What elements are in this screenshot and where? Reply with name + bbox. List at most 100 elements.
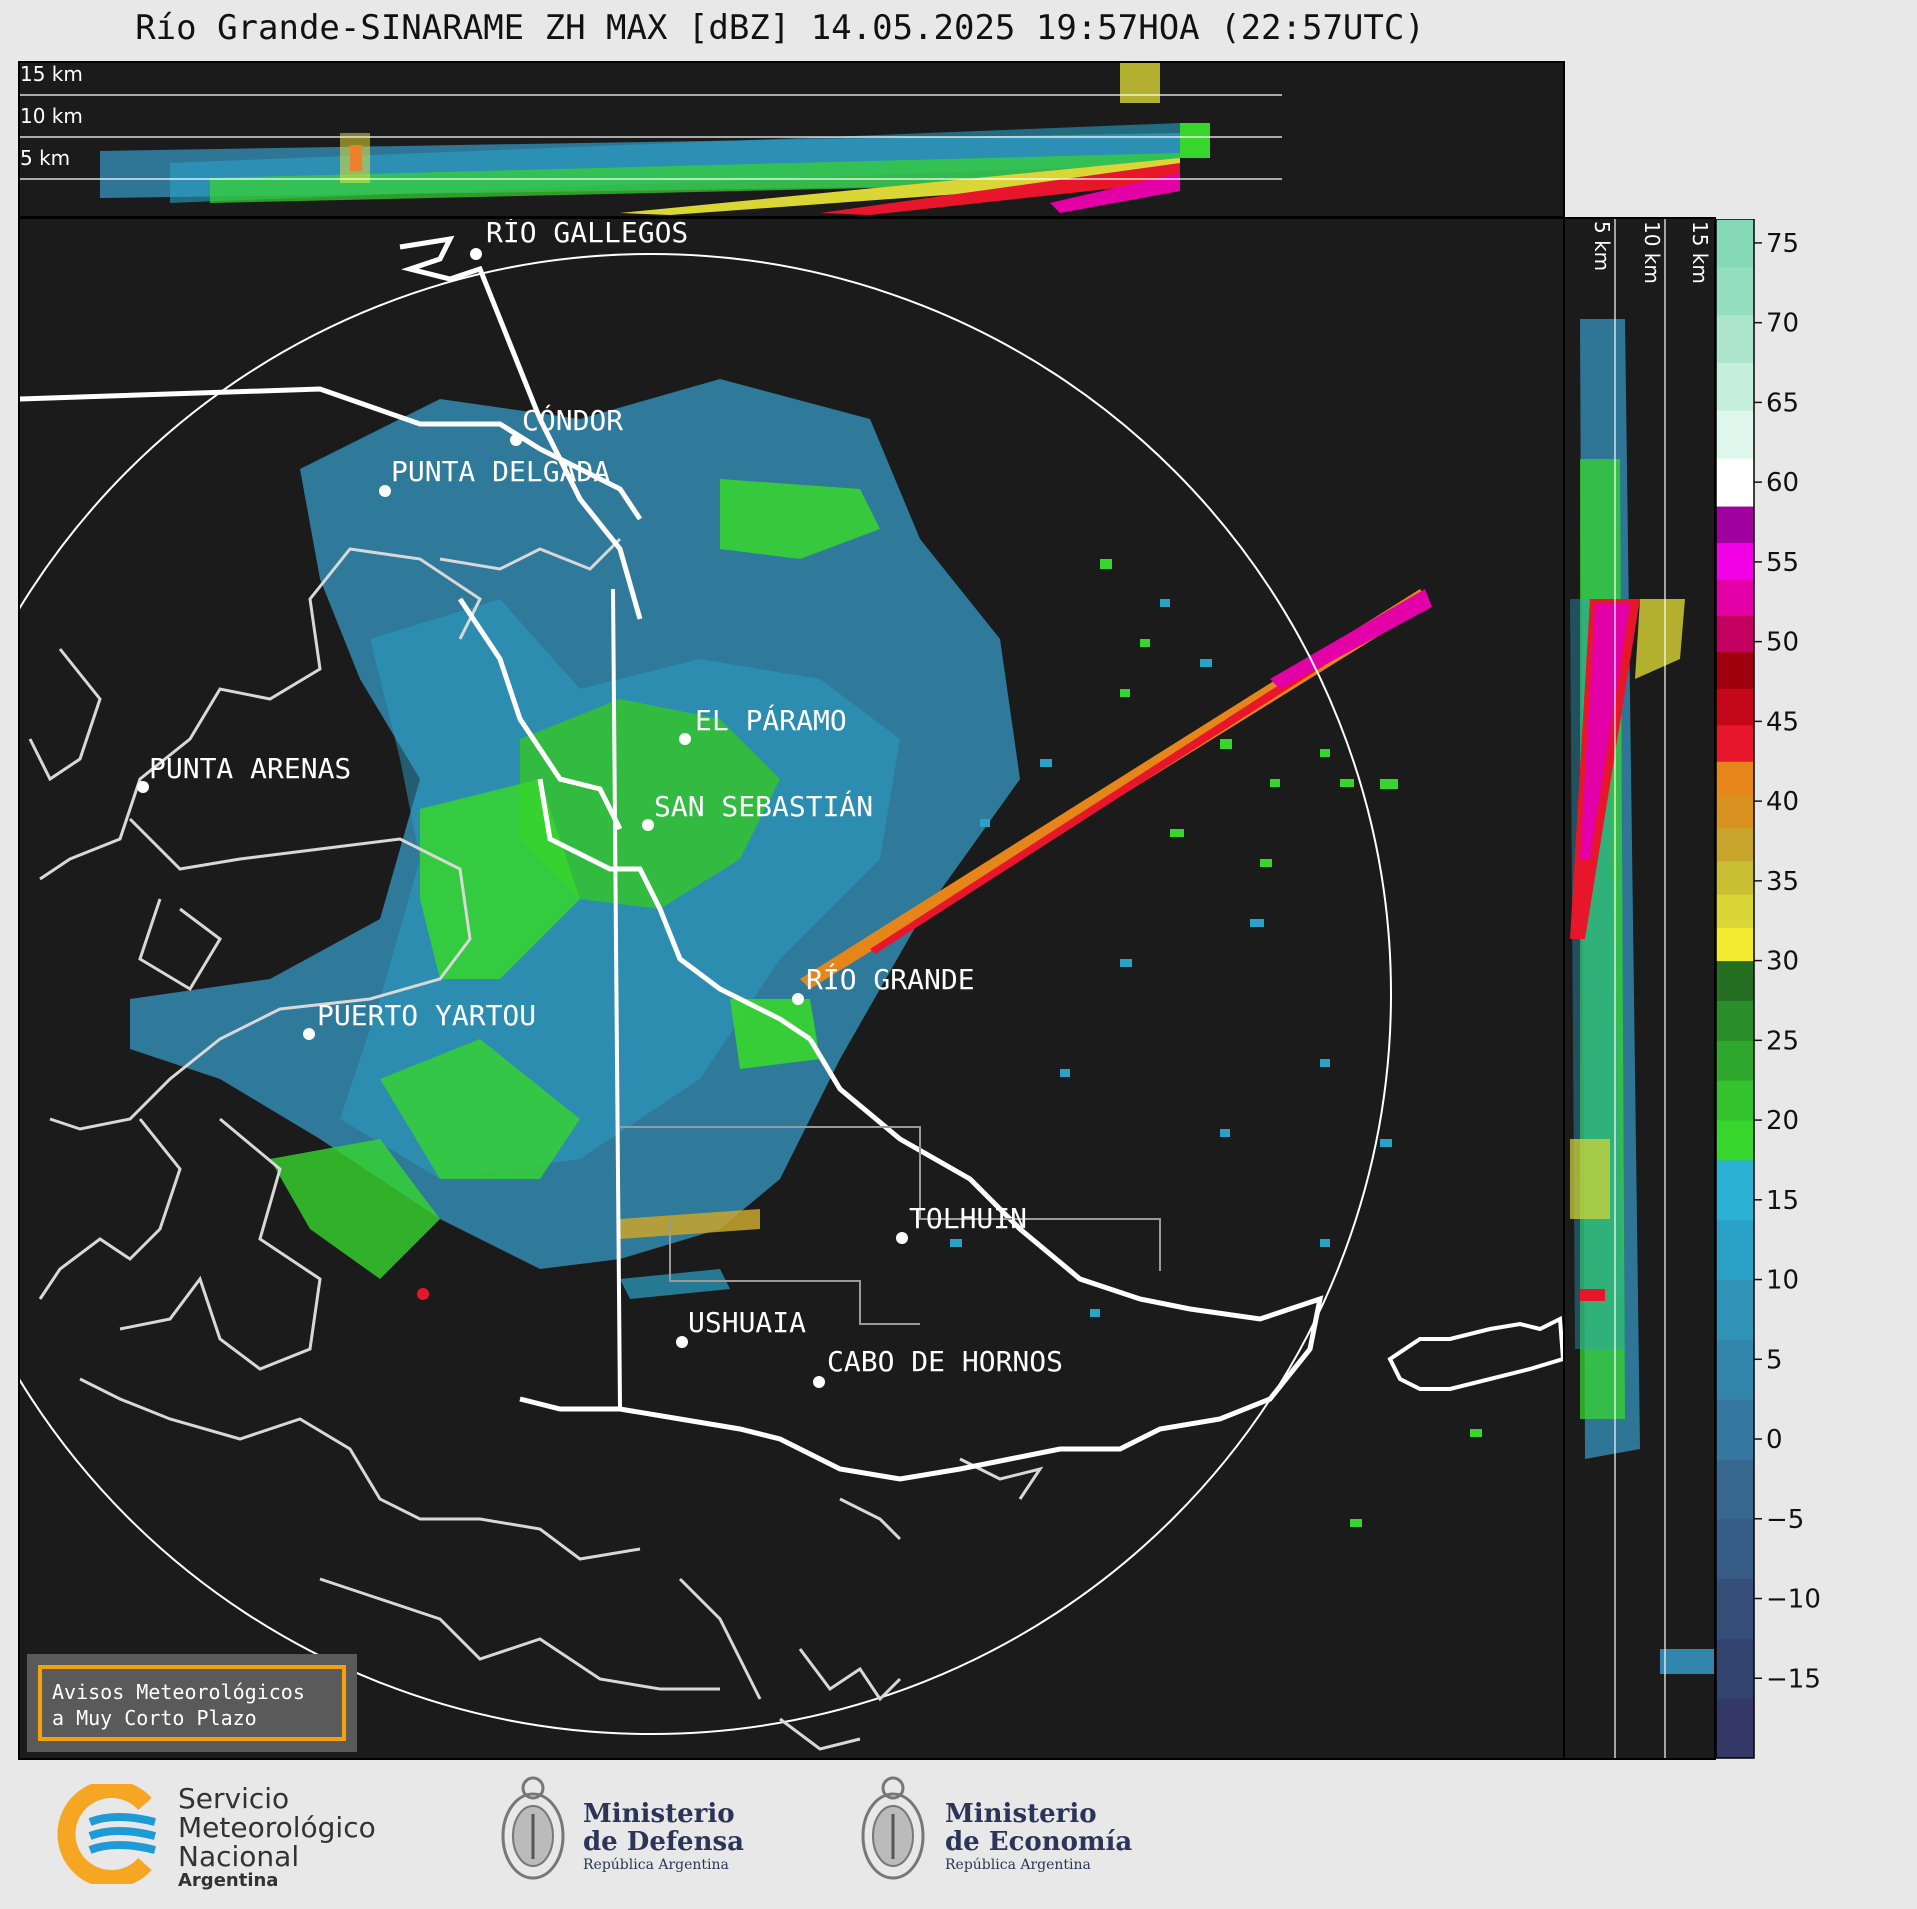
- city-dot: [679, 733, 691, 745]
- colorbar-segment: [1716, 1120, 1754, 1161]
- city-dot: [379, 485, 391, 497]
- city-markers: [137, 248, 908, 1388]
- colorbar-tick-label: 65: [1766, 388, 1799, 418]
- city-dot: [676, 1336, 688, 1348]
- colorbar-tick-label: 55: [1766, 548, 1799, 578]
- colorbar-segment: [1716, 960, 1754, 1001]
- city-label: SAN SEBASTIÁN: [654, 789, 873, 823]
- colorbar-segment: [1716, 1458, 1754, 1520]
- colorbar-segment: [1716, 1399, 1754, 1460]
- colorbar-segment: [1716, 827, 1754, 862]
- colorbar-segment: [1716, 314, 1754, 364]
- colorbar-tick-label: 10: [1766, 1266, 1799, 1296]
- colorbar-tick-label: 5: [1766, 1345, 1783, 1375]
- colorbar-segment: [1716, 615, 1754, 653]
- city-label: PUNTA ARENAS: [149, 752, 351, 785]
- colorbar-segment: [1716, 1040, 1754, 1081]
- city-dot: [303, 1028, 315, 1040]
- smn-logo-text: Servicio Meteorológico Nacional Argentin…: [178, 1784, 376, 1891]
- top-elevation-svg: 15 km 10 km 5 km: [20, 63, 1282, 215]
- logo-line: Ministerio: [583, 1799, 735, 1829]
- colorbar-segment: [1716, 1518, 1754, 1580]
- city-dot: [896, 1232, 908, 1244]
- colorbar-tick-label: 70: [1766, 309, 1799, 339]
- smn-logo-line: Argentina: [178, 1870, 279, 1891]
- colorbar-bands: [1716, 219, 1754, 1759]
- economia-logo-text: Ministerio de Economía República Argenti…: [945, 1800, 1132, 1874]
- colorbar-segment: [1716, 761, 1754, 795]
- top-level-label: 5 km: [20, 146, 70, 170]
- notice-line: Avisos Meteorológicos: [52, 1680, 305, 1704]
- city-label: RÍO GALLEGOS: [486, 219, 688, 249]
- colorbar-segment: [1716, 651, 1754, 689]
- colorbar-segment: [1716, 894, 1754, 928]
- radar-map-panel[interactable]: RÍO GALLEGOS CÓNDOR PUNTA DELGADA EL PÁR…: [18, 217, 1565, 1760]
- colorbar-segment: [1716, 578, 1754, 616]
- border-line: [611, 588, 622, 1410]
- colorbar-segment: [1716, 1080, 1754, 1121]
- city-label: USHUAIA: [688, 1306, 806, 1339]
- colorbar-frame: [1716, 219, 1755, 1759]
- colorbar-tick-label: 35: [1766, 867, 1799, 897]
- notice-frame: Avisos Meteorológicos a Muy Corto Plazo: [38, 1665, 346, 1741]
- notice-box: Avisos Meteorológicos a Muy Corto Plazo: [27, 1654, 357, 1752]
- top-level-label: 15 km: [20, 63, 83, 86]
- city-label: PUERTO YARTOU: [317, 999, 536, 1032]
- radar-map-svg: RÍO GALLEGOS CÓNDOR PUNTA DELGADA EL PÁR…: [20, 219, 1563, 1751]
- colorbar-tick-label: −15: [1766, 1664, 1821, 1694]
- radar-echoes: [130, 379, 1482, 1527]
- side-level-label: 15 km: [1688, 221, 1712, 284]
- city-label: CÓNDOR: [522, 403, 623, 437]
- colorbar-segment: [1716, 362, 1754, 411]
- city-label: RÍO GRANDE: [806, 962, 975, 996]
- city-dot: [470, 248, 482, 260]
- colorbar-segment: [1716, 860, 1754, 895]
- colorbar-segment: [1716, 794, 1754, 829]
- colorbar-segment: [1716, 688, 1754, 726]
- colorbar-tick-label: 15: [1766, 1186, 1799, 1216]
- chart-title: Río Grande-SINARAME ZH MAX [dBZ] 14.05.2…: [135, 8, 1425, 48]
- range-ring: [20, 253, 1392, 1735]
- city-labels: RÍO GALLEGOS CÓNDOR PUNTA DELGADA EL PÁR…: [149, 219, 1063, 1378]
- city-dot: [510, 434, 522, 446]
- smn-logo-line: Servicio: [178, 1782, 290, 1815]
- colorbar-segment: [1716, 1339, 1754, 1400]
- colorbar-segment: [1716, 927, 1754, 962]
- side-level-label: 5 km: [1590, 221, 1614, 271]
- coastlines: [28, 537, 1044, 1751]
- notice-line: a Muy Corto Plazo: [52, 1706, 257, 1730]
- colorbar-segment: [1716, 1578, 1754, 1639]
- colorbar-segment: [1716, 266, 1754, 316]
- top-level-label: 10 km: [20, 104, 83, 128]
- colorbar-tick-label: 40: [1766, 787, 1799, 817]
- province-boundaries: [620, 1126, 1161, 1325]
- city-label: CABO DE HORNOS: [827, 1345, 1063, 1378]
- colorbar-segment: [1716, 1219, 1754, 1281]
- city-dot: [813, 1376, 825, 1388]
- colorbar-tick-label: 30: [1766, 947, 1799, 977]
- smn-logo-line: Meteorológico: [178, 1811, 376, 1844]
- city-label: EL PÁRAMO: [695, 703, 847, 737]
- side-elevation-svg: 5 km 10 km 15 km: [1570, 219, 1714, 1758]
- coat-of-arms-icon: [861, 1776, 925, 1880]
- colorbar-tick-label: −10: [1766, 1585, 1821, 1615]
- side-level-label: 10 km: [1640, 221, 1664, 284]
- colorbar-tick-label: 20: [1766, 1106, 1799, 1136]
- colorbar-segment: [1716, 506, 1754, 544]
- colorbar-tick-label: 45: [1766, 707, 1799, 737]
- colorbar-tick-label: −5: [1766, 1505, 1804, 1535]
- smn-logo-line: Nacional: [178, 1840, 300, 1873]
- city-dot: [642, 819, 654, 831]
- side-elevation-panel: 5 km 10 km 15 km: [1563, 217, 1716, 1760]
- city-label: TOLHUIN: [909, 1202, 1027, 1235]
- colorbar-tick-label: 0: [1766, 1425, 1783, 1455]
- colorbar-segment: [1716, 1000, 1754, 1041]
- colorbar-segment: [1716, 410, 1754, 459]
- colorbar-segment: [1716, 724, 1754, 762]
- logo-line: República Argentina: [945, 1857, 1091, 1873]
- smn-logo-icon: [57, 1784, 156, 1884]
- colorbar-segment: [1716, 542, 1754, 580]
- city-dot: [792, 993, 804, 1005]
